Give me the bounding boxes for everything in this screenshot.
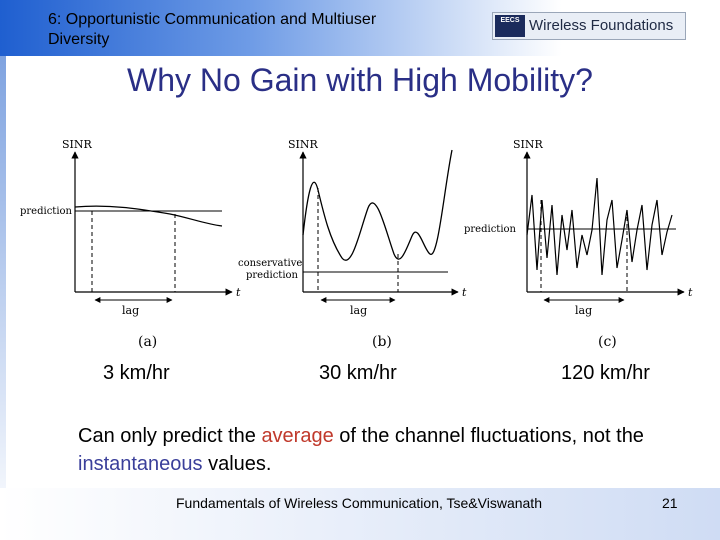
chapter-title-line1: 6: Opportunistic Communication and Multi…: [48, 11, 377, 28]
panel-a-lag-label: lag: [122, 304, 139, 317]
slide-title: Why No Gain with High Mobility?: [127, 62, 593, 98]
logo-text: Wireless Foundations: [529, 17, 674, 34]
panel-b-sinr-curve: [302, 149, 453, 261]
panel-b-lag-label: lag: [350, 304, 367, 317]
page-number: 21: [662, 495, 678, 511]
panel-a-sinr-curve: [74, 205, 223, 227]
panel-a-prediction-label: prediction: [20, 206, 73, 217]
left-decor-strip: [0, 56, 6, 540]
panel-c-sinr-curve: [526, 177, 673, 276]
wireless-foundations-logo: EECS Wireless Foundations: [492, 12, 686, 40]
eecs-badge: EECS: [495, 15, 525, 37]
panel-b: SINR conservative prediction lag t (b): [238, 138, 467, 350]
body-part2: of the channel fluctuations, not the: [333, 425, 644, 447]
speed-label-b: 30 km/hr: [319, 362, 397, 384]
body-part3: values.: [202, 453, 272, 475]
highlight-average: average: [261, 425, 334, 447]
footer-band: [0, 488, 720, 540]
sinr-prediction-figure: SINR prediction lag t (a) SINR conservat…: [20, 138, 693, 350]
highlight-instantaneous: instantaneous: [78, 453, 203, 475]
panel-c-y-label: SINR: [513, 138, 544, 151]
panel-a: SINR prediction lag t (a): [20, 138, 241, 350]
panel-c-prediction-label: prediction: [464, 224, 517, 235]
speed-label-a: 3 km/hr: [103, 362, 170, 384]
panel-c-t-label: t: [688, 286, 693, 299]
panel-b-prediction-label-1: conservative: [238, 258, 302, 269]
panel-b-caption: (b): [372, 334, 392, 350]
panel-c-caption: (c): [598, 334, 617, 350]
chapter-title-line2: Diversity: [48, 31, 110, 48]
body-part1: Can only predict the: [78, 425, 262, 447]
panel-b-y-label: SINR: [288, 138, 319, 151]
panel-b-t-label: t: [462, 286, 467, 299]
chapter-title: 6: Opportunistic Communication and Multi…: [48, 10, 448, 50]
panel-a-caption: (a): [138, 334, 157, 350]
speed-label-c: 120 km/hr: [561, 362, 650, 384]
panel-a-t-label: t: [236, 286, 241, 299]
panel-c: SINR prediction lag t (c): [464, 138, 693, 350]
panel-b-prediction-label-2: prediction: [246, 270, 299, 281]
body-text: Can only predict the average of the chan…: [78, 422, 698, 478]
panel-a-y-label: SINR: [62, 138, 93, 151]
footer-text: Fundamentals of Wireless Communication, …: [176, 495, 542, 511]
panel-c-lag-label: lag: [575, 304, 592, 317]
